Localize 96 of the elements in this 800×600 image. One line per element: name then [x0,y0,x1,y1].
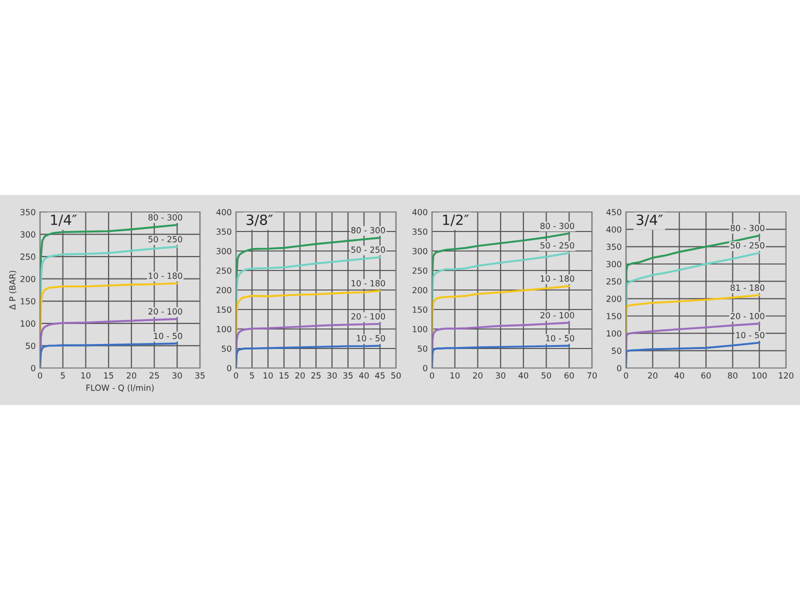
x-tick-label: 40 [674,372,684,379]
x-tick-label: 40 [518,372,528,379]
x-tick-label: 0 [234,372,238,379]
series-label: 10 - 50 [154,332,182,340]
y-tick-label: 350 [216,228,232,235]
x-tick-label: 20 [126,372,136,379]
x-tick-label: 20 [295,372,305,379]
series-label: 20 - 100 [351,313,386,320]
y-tick-label: 250 [20,254,36,260]
x-tick-label: 5 [60,372,65,379]
x-tick-label: 0 [430,372,434,379]
x-tick-label: 30 [496,372,506,379]
y-tick-label: 400 [606,226,622,233]
y-tick-label: 250 [216,267,232,274]
series-label: 10 - 50 [546,335,574,342]
x-tick-label: 30 [172,372,182,379]
y-tick-label: 200 [412,286,428,294]
series-label: 80 - 300 [730,224,764,232]
series-label: 20 - 100 [730,312,764,320]
series-label: 20 - 100 [540,312,574,318]
series-label: 10 - 50 [356,335,386,342]
x-tick-label: 35 [343,372,353,379]
series-label: 50 - 250 [540,242,574,249]
chart-title: 3/8″ [246,214,273,226]
y-tick-label: 50 [418,345,428,352]
x-tick-label: 100 [752,372,767,379]
series-label: 80 - 300 [351,227,386,234]
series-label: 81 - 180 [730,284,764,291]
series-label: 10 - 180 [352,280,386,286]
x-tick-label: 80 [728,372,738,379]
y-tick-label: 300 [412,248,428,254]
y-tick-label: 300 [606,260,622,268]
x-tick-label: 50 [391,372,401,379]
x-axis-title: FLOW - Q (l/min) [86,384,154,392]
x-tick-label: 20 [473,372,482,379]
x-tick-label: 10 [81,372,90,379]
x-tick-label: 15 [280,372,289,379]
x-tick-label: 25 [150,372,159,379]
x-tick-label: 60 [564,372,574,379]
chart-title: 1/2″ [443,214,469,226]
x-tick-label: 45 [375,372,385,379]
y-tick-label: 150 [216,306,232,313]
y-tick-label: 0 [31,364,36,372]
y-tick-label: 100 [216,326,232,332]
series-label: 10 - 180 [148,272,182,279]
series-label: 80 - 300 [540,222,574,230]
x-tick-label: 0 [38,372,42,379]
y-axis-title: Δ P (BAR) [9,270,17,310]
x-tick-label: 5 [250,372,254,379]
y-tick-label: 50 [222,345,232,352]
y-tick-label: 150 [20,298,36,304]
y-tick-label: 250 [606,278,622,285]
x-tick-label: 10 [450,372,460,379]
series-label: 50 - 250 [148,236,182,242]
y-tick-label: 0 [227,364,232,372]
x-tick-label: 120 [778,372,794,379]
series-label: 20 - 100 [148,308,182,315]
y-tick-label: 200 [606,296,622,302]
y-tick-label: 250 [412,267,428,274]
x-tick-label: 70 [587,372,597,379]
x-tick-label: 50 [542,372,552,379]
y-tick-label: 150 [412,306,428,313]
y-tick-label: 200 [216,286,232,294]
y-tick-label: 150 [606,312,622,320]
y-tick-label: 100 [20,320,36,327]
y-tick-label: 400 [216,208,232,216]
y-tick-label: 350 [20,208,36,216]
chart-title: 1/4″ [51,214,77,226]
series-label: 50 - 250 [351,246,386,253]
x-tick-label: 40 [359,372,369,379]
x-tick-label: 0 [624,372,628,379]
y-tick-label: 300 [216,248,232,254]
x-tick-label: 20 [648,372,658,379]
series-label: 10 - 180 [540,275,574,282]
y-tick-label: 350 [606,244,622,250]
x-tick-label: 25 [311,372,321,379]
y-tick-label: 100 [606,330,622,337]
x-tick-label: 60 [701,372,711,379]
x-tick-label: 15 [104,372,114,379]
y-tick-label: 300 [20,231,36,238]
y-tick-label: 350 [412,228,428,235]
y-tick-label: 50 [26,342,36,349]
y-tick-label: 0 [617,364,622,372]
y-tick-label: 0 [423,364,428,372]
chart-title: 3/4″ [636,214,663,226]
y-tick-label: 450 [606,208,622,216]
y-tick-label: 200 [20,276,36,282]
y-tick-label: 100 [412,326,428,332]
series-label: 80 - 300 [148,214,182,221]
y-tick-label: 400 [412,208,428,216]
x-tick-label: 10 [264,372,273,379]
series-label: 10 - 50 [736,332,764,338]
series-label: 50 - 250 [730,242,764,249]
x-tick-label: 30 [327,372,337,379]
y-tick-label: 50 [612,348,622,354]
x-tick-label: 35 [195,372,205,379]
